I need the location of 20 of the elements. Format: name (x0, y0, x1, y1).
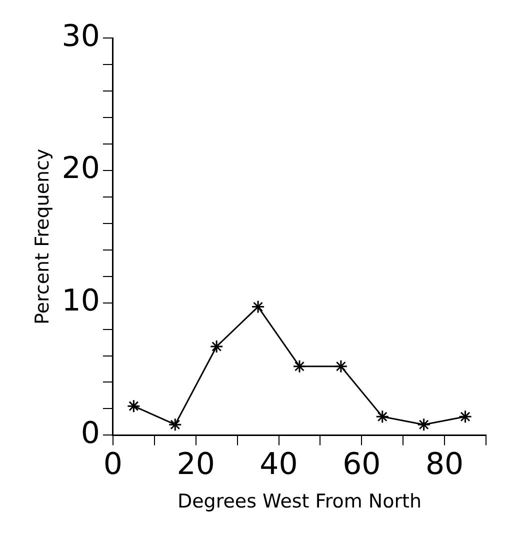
point (458, 410, 472, 424)
point (376, 410, 390, 424)
y-tick-label: 30 (62, 18, 100, 54)
point (417, 418, 431, 432)
x-tick-label: 60 (342, 446, 381, 482)
point (210, 340, 224, 354)
y-axis-title: Percent Frequency (31, 148, 54, 324)
point (292, 360, 306, 374)
point (168, 418, 182, 432)
y-tick-label: 0 (80, 416, 100, 451)
point (334, 360, 348, 374)
x-tick-label: 80 (425, 446, 464, 482)
point (251, 300, 265, 314)
y-tick-label: 20 (62, 151, 100, 186)
y-tick-label: 10 (62, 284, 100, 319)
x-tick-label: 20 (176, 446, 215, 482)
x-tick-label: 40 (260, 446, 298, 482)
point (126, 399, 140, 413)
x-axis-title: Degrees West From North (177, 490, 422, 513)
x-tick-label: 0 (103, 446, 123, 482)
